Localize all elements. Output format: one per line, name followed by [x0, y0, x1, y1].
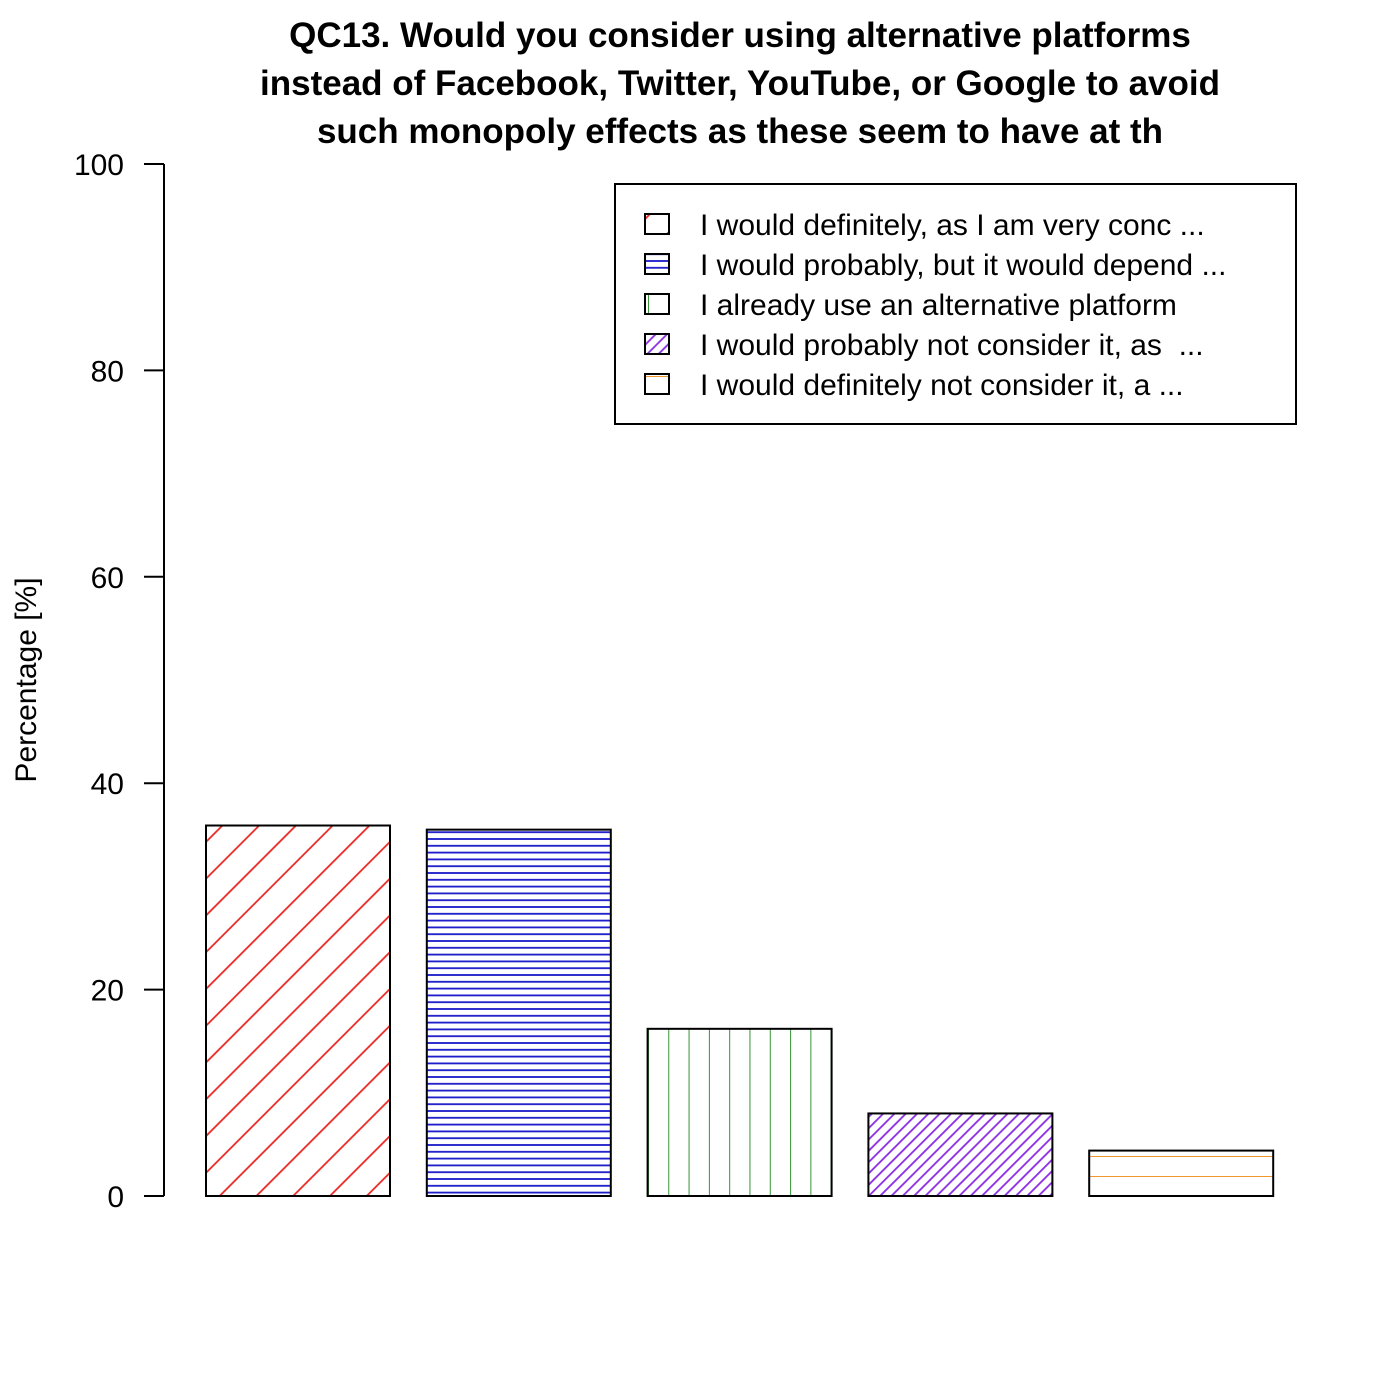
legend-swatch [644, 373, 670, 395]
y-tick-label: 20 [91, 975, 124, 1008]
bar [425, 828, 612, 1197]
chart-title-line-1: QC13. Would you consider using alternati… [289, 16, 1191, 55]
bar [205, 824, 391, 1198]
bar [1088, 1149, 1275, 1198]
legend-label: I would definitely not consider it, a ..… [700, 369, 1184, 402]
y-axis: 0 20 40 60 80 100 [74, 149, 165, 1214]
y-tick-label: 100 [74, 149, 124, 182]
bars [205, 824, 1275, 1198]
legend-label: I already use an alternative platform [700, 289, 1177, 322]
y-tick-label: 0 [107, 1181, 124, 1214]
legend-box [614, 183, 1297, 425]
chart-title: QC13. Would you consider using alternati… [260, 16, 1220, 151]
y-axis-label: Percentage [%] [10, 577, 43, 782]
y-tick-label: 80 [91, 355, 124, 388]
legend-label: I would probably not consider it, as ... [700, 329, 1204, 362]
y-tick-label: 60 [91, 562, 124, 595]
legend-swatch [644, 293, 670, 315]
legend-swatch [644, 253, 670, 275]
legend: I would definitely, as I am very conc ..… [614, 183, 1297, 425]
y-tick-label: 40 [91, 768, 124, 801]
legend-swatch [644, 213, 670, 235]
chart-title-line-3: such monopoly effects as these seem to h… [317, 112, 1163, 151]
bar [646, 1027, 833, 1198]
bar [867, 1112, 1054, 1197]
legend-label: I would definitely, as I am very conc ..… [700, 209, 1205, 242]
legend-swatch [644, 333, 670, 355]
legend-label: I would probably, but it would depend ..… [700, 249, 1226, 282]
chart-title-line-2: instead of Facebook, Twitter, YouTube, o… [260, 64, 1220, 103]
